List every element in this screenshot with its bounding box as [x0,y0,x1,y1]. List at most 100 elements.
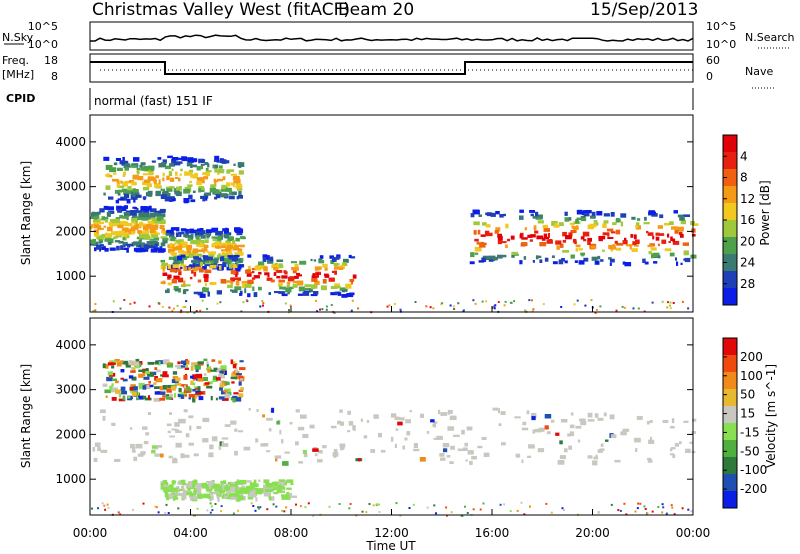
heat-cell [675,257,677,261]
heat-cell [378,503,380,506]
heat-cell [309,424,315,429]
heat-cell [313,291,319,295]
heat-cell [120,245,124,250]
heat-cell [647,457,652,460]
heat-cell [325,308,328,311]
heat-cell [211,359,216,362]
heat-cell [304,284,312,288]
heat-cell [155,506,158,509]
heat-cell [635,239,640,244]
heat-cell [233,180,239,184]
colorbar-tick-label: 15 [740,407,755,421]
heat-cell [202,249,205,253]
heat-cell [240,387,244,391]
colorbar-swatch [723,355,737,372]
heat-cell [175,232,179,237]
heat-cell [203,244,208,249]
heat-cell [173,275,180,280]
heat-cell [281,275,288,279]
heat-cell [575,219,579,224]
heat-cell [199,293,206,298]
heat-cell [412,503,415,506]
heat-cell [170,490,178,496]
heat-cell [669,307,672,310]
heat-cell [197,239,204,244]
heat-cell [200,159,206,163]
heat-cell [180,392,187,395]
heat-cell [333,455,337,458]
heat-cell [681,507,684,510]
velocity-colorbar-label: Velocity [m s^-1] [764,364,778,468]
heat-cell [447,412,450,415]
heat-cell [230,191,237,195]
heat-cell [160,242,166,247]
heat-cell [637,502,640,505]
heat-cell [143,209,150,215]
heat-cell [233,255,240,258]
heat-cell [183,390,191,393]
heat-cell [619,509,622,512]
heat-cell [225,160,230,164]
heat-cell [171,237,177,240]
heat-cell [321,308,324,311]
heat-cell [539,242,547,247]
heat-cell [144,212,150,218]
heat-cell [637,226,640,229]
heat-cell [609,262,612,266]
heat-cell [197,377,204,382]
heat-cell [162,190,169,194]
heat-cell [173,252,177,257]
heat-cell [597,510,600,513]
heat-cell [109,166,113,169]
heat-cell [133,199,136,203]
heat-cell [286,281,291,285]
heat-cell [232,264,238,269]
heat-cell [279,286,286,290]
heat-cell [198,495,201,499]
heat-cell [388,304,391,307]
heat-cell [191,259,195,263]
heat-cell [171,379,177,384]
heat-cell [170,196,175,199]
heat-cell [180,360,187,364]
heat-cell [162,360,167,364]
heat-cell [222,381,227,386]
heat-cell [563,448,568,453]
heat-cell [182,290,187,295]
heat-cell [590,245,596,249]
heat-cell [479,508,482,511]
heat-cell [345,283,352,289]
heat-cell [289,304,292,307]
heat-cell [238,430,244,433]
x-tick-label: 00:00 [676,526,711,540]
heat-cell [231,381,235,384]
heat-cell [125,229,131,234]
heat-cell [181,257,188,260]
heat-cell [393,303,396,305]
heat-cell [692,418,697,422]
heat-cell [201,230,206,234]
heat-cell [639,502,642,505]
heat-cell [519,209,524,213]
heat-cell [480,234,486,237]
heat-cell [206,385,213,389]
heat-cell [651,301,654,304]
heat-cell [235,280,240,286]
heat-cell [487,213,493,216]
heat-cell [249,482,257,486]
heat-cell [147,412,151,415]
heat-cell [252,505,255,507]
heat-cell [189,180,193,184]
heat-cell [148,172,154,175]
heat-cell [185,171,190,176]
heat-cell [233,270,239,275]
heat-cell [123,247,129,250]
heat-cell [184,284,191,287]
heat-cell [481,300,484,303]
heat-cell [196,235,200,241]
heat-cell [559,243,564,248]
heat-cell [278,291,285,294]
heat-cell [262,414,265,418]
heat-cell [200,158,204,161]
heat-cell [138,373,144,378]
